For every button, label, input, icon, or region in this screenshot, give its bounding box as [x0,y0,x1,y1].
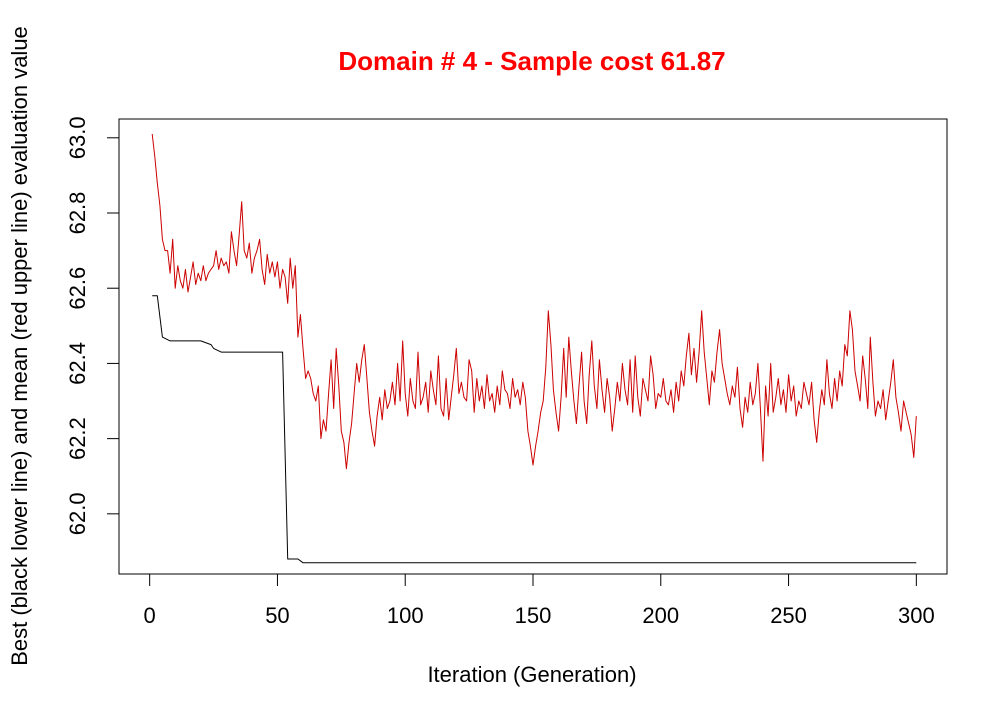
mean-line [151,133,917,470]
x-tick-label: 0 [144,603,156,628]
plot-frame [118,118,948,575]
x-axis-label: Iteration (Generation) [427,662,636,687]
y-tick-label: 62.6 [65,267,90,310]
x-tick-label: 250 [770,603,807,628]
chart-title: Domain # 4 - Sample cost 61.87 [338,46,725,76]
x-tick-label: 50 [265,603,289,628]
y-tick-label: 62.4 [65,342,90,385]
y-tick-label: 62.8 [65,192,90,235]
x-axis: 0 50 100 150 200 250 300 [144,573,935,628]
x-tick-label: 150 [515,603,552,628]
x-tick-label: 100 [387,603,424,628]
x-tick-label: 300 [898,603,935,628]
y-tick-label: 62.0 [65,492,90,535]
x-tick-label: 200 [642,603,679,628]
y-axis: 62.0 62.2 62.4 62.6 62.8 63.0 [65,116,120,535]
y-axis-label: Best (black lower line) and mean (red up… [7,26,32,666]
best-line [152,295,917,564]
series-layer [151,133,917,564]
y-tick-label: 62.2 [65,417,90,460]
y-tick-label: 63.0 [65,116,90,159]
